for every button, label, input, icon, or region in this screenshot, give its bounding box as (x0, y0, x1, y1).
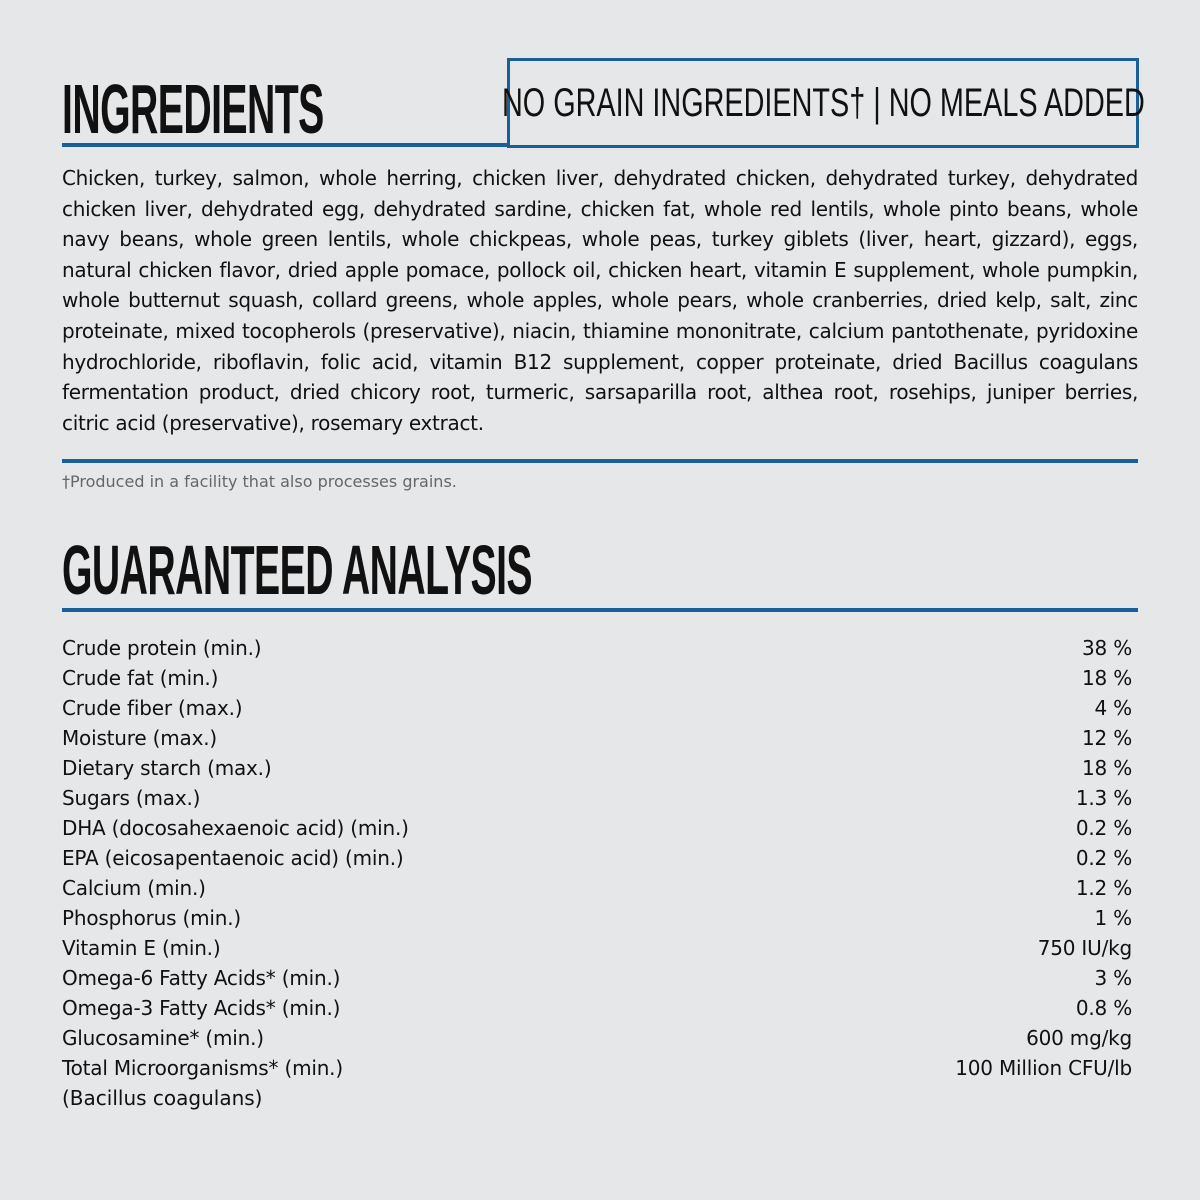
no-grain-badge: NO GRAIN INGREDIENTS† | NO MEALS ADDED (502, 58, 1144, 148)
nutrient-value: 3 % (1094, 966, 1133, 990)
nutrient-label: EPA (eicosapentaenoic acid) (min.) (62, 846, 404, 870)
nutrient-value: 100 Million CFU/lb (955, 1056, 1132, 1080)
analysis-row: Total Microorganisms* (min.) 100 Million … (62, 1053, 1132, 1083)
nutrient-value: 38 % (1081, 636, 1132, 660)
analysis-row: Vitamin E (min.) 750 IU/kg (62, 933, 1132, 963)
nutrient-label: Total Microorganisms* (min.) (62, 1056, 343, 1080)
nutrient-label: DHA (docosahexaenoic acid) (min.) (62, 816, 409, 840)
analysis-row: DHA (docosahexaenoic acid) (min.) 0.2 % (62, 813, 1132, 843)
ingredients-title: INGREDIENTS (62, 70, 324, 148)
analysis-row: Crude fat (min.) 18 % (62, 663, 1132, 693)
nutrient-label: Crude protein (min.) (62, 636, 262, 660)
nutrient-label: Vitamin E (min.) (62, 936, 221, 960)
analysis-row: Crude fiber (max.) 4 % (62, 693, 1132, 723)
nutrient-label: Dietary starch (max.) (62, 756, 272, 780)
nutrient-label: Moisture (max.) (62, 726, 217, 750)
analysis-table: Crude protein (min.) 38 % Crude fat (min.)… (62, 633, 1132, 1113)
analysis-title: GUARANTEED ANALYSIS (62, 531, 533, 609)
nutrient-value: 1.2 % (1075, 876, 1132, 900)
analysis-row: Calcium (min.) 1.2 % (62, 873, 1132, 903)
nutrient-value: 18 % (1081, 756, 1132, 780)
analysis-row: Moisture (max.) 12 % (62, 723, 1132, 753)
nutrient-label: Glucosamine* (min.) (62, 1026, 264, 1050)
analysis-row: Phosphorus (min.) 1 % (62, 903, 1132, 933)
analysis-row: Glucosamine* (min.) 600 mg/kg (62, 1023, 1132, 1053)
footnote: †Produced in a facility that also proces… (62, 472, 457, 491)
nutrient-label: Phosphorus (min.) (62, 906, 241, 930)
analysis-row: Sugars (max.) 1.3 % (62, 783, 1132, 813)
analysis-row: Crude protein (min.) 38 % (62, 633, 1132, 663)
ingredients-underline (62, 143, 509, 147)
nutrient-value: 750 IU/kg (1037, 936, 1132, 960)
nutrient-value: 1 % (1094, 906, 1133, 930)
nutrient-value: 0.2 % (1075, 816, 1132, 840)
analysis-row: EPA (eicosapentaenoic acid) (min.) 0.2 % (62, 843, 1132, 873)
nutrient-label: Omega-3 Fatty Acids* (min.) (62, 996, 341, 1020)
divider (62, 459, 1138, 463)
nutrient-value: 12 % (1081, 726, 1132, 750)
nutrient-value: 4 % (1094, 696, 1133, 720)
nutrient-label: Sugars (max.) (62, 786, 201, 810)
badge-text: NO GRAIN INGREDIENTS† | NO MEALS ADDED (501, 80, 1145, 125)
nutrient-label: Crude fat (min.) (62, 666, 219, 690)
analysis-row: Dietary starch (max.) 18 % (62, 753, 1132, 783)
nutrient-label: Crude fiber (max.) (62, 696, 243, 720)
nutrient-label: Omega-6 Fatty Acids* (min.) (62, 966, 341, 990)
nutrient-value: 600 mg/kg (1026, 1026, 1132, 1050)
analysis-underline (62, 608, 1138, 612)
nutrient-value: 1.3 % (1075, 786, 1132, 810)
nutrient-label: Calcium (min.) (62, 876, 206, 900)
analysis-row: Omega-3 Fatty Acids* (min.) 0.8 % (62, 993, 1132, 1023)
nutrient-value: 0.8 % (1075, 996, 1132, 1020)
analysis-row: Omega-6 Fatty Acids* (min.) 3 % (62, 963, 1132, 993)
nutrient-value: 0.2 % (1075, 846, 1132, 870)
ingredients-list: Chicken, turkey, salmon, whole herring, … (62, 166, 1138, 435)
analysis-subnote: (Bacillus coagulans) (62, 1086, 263, 1110)
nutrient-value: 18 % (1081, 666, 1132, 690)
